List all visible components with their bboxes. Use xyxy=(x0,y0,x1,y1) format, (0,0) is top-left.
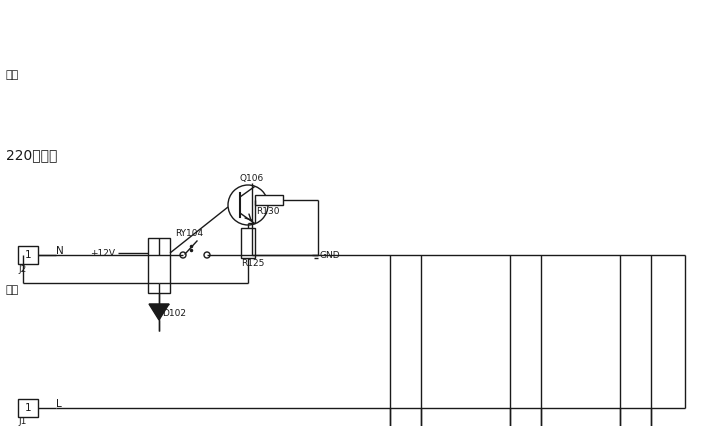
Text: 1: 1 xyxy=(25,403,31,413)
Text: J2: J2 xyxy=(18,265,26,273)
Circle shape xyxy=(228,185,268,225)
Text: 1: 1 xyxy=(25,250,31,260)
Text: 火线: 火线 xyxy=(6,70,19,80)
Text: RY104: RY104 xyxy=(175,228,203,238)
Text: Q106: Q106 xyxy=(240,175,264,184)
Text: GND: GND xyxy=(320,251,340,261)
Text: 220伏交流: 220伏交流 xyxy=(6,148,58,162)
Text: +12V: +12V xyxy=(90,248,115,257)
Text: L: L xyxy=(56,399,62,409)
Bar xyxy=(18,246,38,264)
Circle shape xyxy=(204,252,210,258)
Text: J1: J1 xyxy=(18,417,26,426)
Text: R130: R130 xyxy=(256,207,280,216)
Bar xyxy=(148,238,170,293)
Text: D102: D102 xyxy=(162,310,186,319)
Text: 零线: 零线 xyxy=(6,285,19,295)
Polygon shape xyxy=(149,304,169,320)
Bar xyxy=(18,399,38,417)
Circle shape xyxy=(180,252,186,258)
Text: R125: R125 xyxy=(241,259,264,268)
Bar xyxy=(241,228,255,258)
Bar xyxy=(255,195,283,205)
Text: N: N xyxy=(56,246,64,256)
